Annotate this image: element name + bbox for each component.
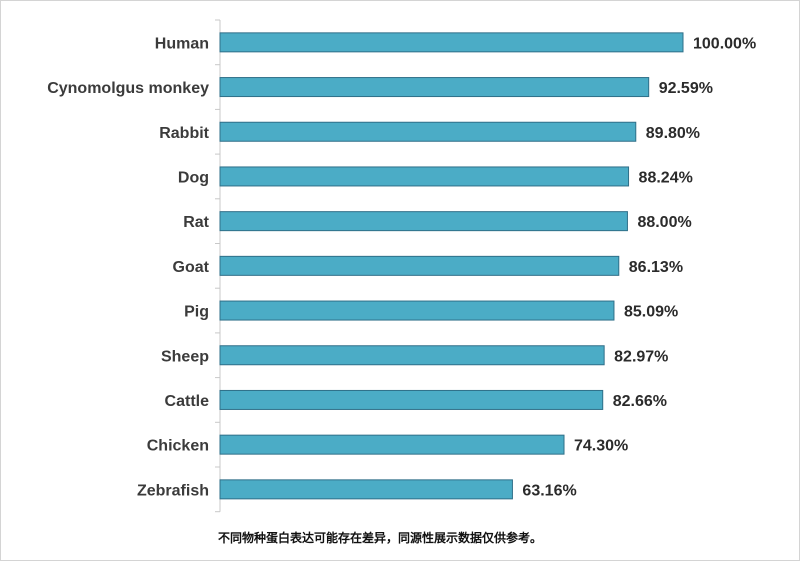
bar [219,434,565,455]
category-label: Sheep [161,348,209,365]
category-label: Chicken [147,438,209,455]
value-label: 88.00% [637,214,691,231]
category-label: Cynomolgus monkey [47,80,209,97]
bar [219,77,650,98]
value-label: 89.80% [646,125,700,142]
value-label: 86.13% [629,259,683,276]
value-label: 92.59% [659,80,713,97]
value-label: 82.66% [613,393,667,410]
value-label: 82.97% [614,348,668,365]
category-label: Cattle [165,393,210,410]
category-label: Zebrafish [137,482,209,499]
bar [219,121,637,142]
value-label: 85.09% [624,304,678,321]
footnote: 不同物种蛋白表达可能存在差异，同源性展示数据仅供参考。 [218,531,543,545]
category-labels: Human Cynomolgus monkey Rabbit Dog Rat Goat Pi… [47,35,209,499]
bar [219,255,620,276]
category-label: Dog [178,169,209,186]
category-label: Rat [183,214,209,231]
value-label: 74.30% [574,438,628,455]
bar [219,211,628,232]
bars-group [219,32,684,500]
axis-ticks [215,19,220,513]
category-label: Rabbit [159,125,209,142]
bar [219,345,605,366]
value-label: 63.16% [522,482,576,499]
bar [219,300,615,321]
category-label: Human [155,35,209,52]
bar [219,389,604,410]
category-label: Pig [184,304,209,321]
value-label: 100.00% [693,35,756,52]
value-labels: 100.00% 92.59% 89.80% 88.24% 88.00% 86.13% 85.… [522,35,756,499]
category-label: Goat [173,259,210,276]
value-label: 88.24% [639,169,693,186]
bar [219,32,684,53]
bar [219,166,630,187]
bar [219,479,513,500]
